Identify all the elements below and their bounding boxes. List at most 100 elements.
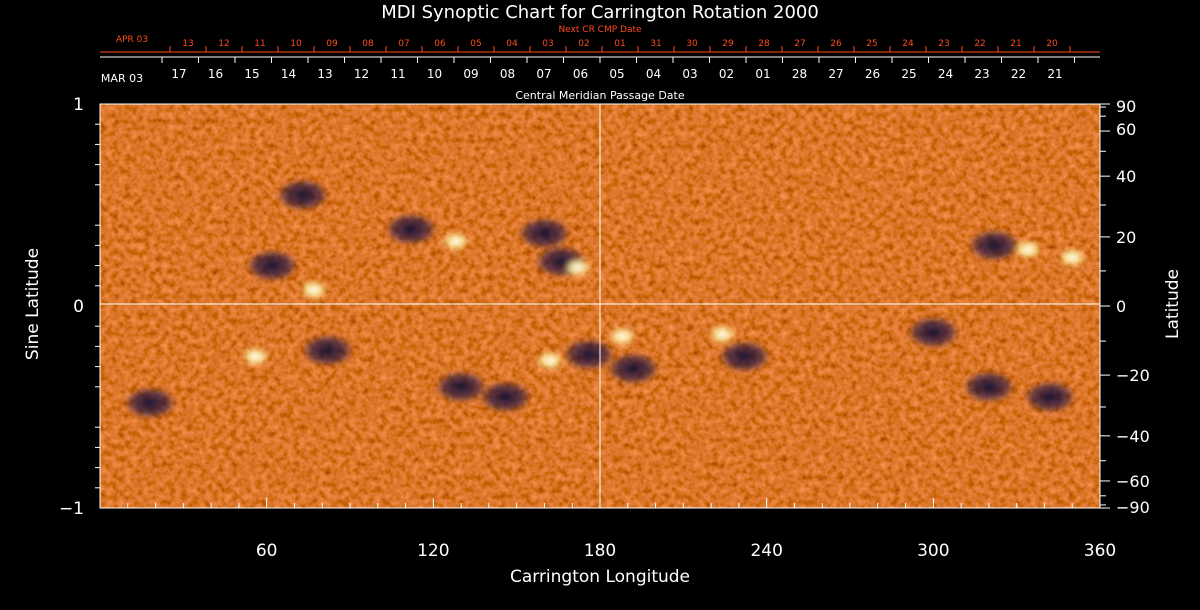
x-tick-label: 60 [256,541,278,561]
next-cr-date-label: 27 [794,39,805,49]
x-tick-label: 180 [584,541,616,561]
cmp-date-label: 02 [719,67,734,81]
x-tick-label: 300 [917,541,949,561]
next-cr-date-label: 20 [1046,39,1058,49]
y-axis-right-label: Latitude [1163,269,1183,339]
cmp-date-label: 15 [244,67,259,81]
cmp-date-label: 10 [427,67,442,81]
negative-polarity-region [124,386,176,419]
y-axis-left-label: Sine Latitude [23,248,43,360]
next-month-label: APR 03 [116,35,148,45]
y-right-tick-label: −60 [1116,472,1150,491]
y-right-tick-label: 60 [1116,120,1136,139]
y-right-tick-label: 20 [1116,228,1136,247]
next-cr-date-label: 10 [290,39,302,49]
y-right-tick-label: −90 [1116,498,1150,517]
x-tick-label: 360 [1084,541,1116,561]
y-right-tick-label: −20 [1116,366,1150,385]
positive-polarity-region [299,279,328,300]
x-tick-label: 240 [750,541,782,561]
next-cr-date-label: 21 [1010,39,1021,49]
negative-polarity-region [479,380,532,413]
cmp-date-label: 17 [171,67,186,81]
negative-polarity-region [607,352,660,385]
next-cr-date-label: 28 [758,39,770,49]
negative-polarity-region [385,213,438,246]
cmp-axis: MAR 03 17 16 15 14 13 12 11 10 09 08 07 06 05 04 03 02 0… [100,56,1100,102]
next-cr-date-label: 04 [506,39,518,49]
next-cr-date-label: 06 [434,39,446,49]
positive-polarity-region [536,350,564,371]
positive-polarity-region [563,257,592,278]
positive-polarity-region [241,346,270,367]
x-axis: 60 120 180 240 300 360 [127,498,1116,561]
next-cr-date-label: 12 [218,39,229,49]
synoptic-map [100,104,1100,508]
cmp-date-label: 22 [1011,67,1026,81]
negative-polarity-region [301,334,354,367]
negative-polarity-region [246,249,299,282]
x-axis-label: Carrington Longitude [510,567,690,587]
cmp-date-label: 04 [646,67,661,81]
cmp-date-label: 25 [901,67,916,81]
next-cr-date-label: 05 [470,39,481,49]
next-cr-date-label: 26 [830,39,842,49]
next-cr-date-label: 22 [974,39,985,49]
next-cr-date-label: 07 [398,39,409,49]
cmp-date-label: 11 [390,67,405,81]
negative-polarity-region [1024,380,1076,413]
cmp-date-label: 06 [573,67,588,81]
next-cr-date-label: 30 [686,39,698,49]
next-cr-date-label: 08 [362,39,374,49]
cmp-date-label: 01 [755,67,770,81]
next-cr-date-label: 03 [542,39,553,49]
cmp-date-label: 03 [682,67,697,81]
cmp-date-label: 27 [828,67,843,81]
negative-polarity-region [962,370,1015,403]
cmp-date-label: 12 [354,67,369,81]
y-right-tick-label: −40 [1116,427,1150,446]
cmp-date-label: 16 [208,67,223,81]
next-cr-date-label: 13 [182,39,193,49]
positive-polarity-region [1058,247,1087,268]
positive-polarity-region [608,326,637,347]
cmp-date-label: 23 [974,67,989,81]
y-left-tick-label: 0 [73,297,84,317]
cmp-date-label: 05 [609,67,624,81]
next-cr-date-label: 23 [938,39,949,49]
next-cr-date-label: 11 [254,39,265,49]
y-right-tick-label: 0 [1116,297,1126,316]
negative-polarity-region [435,370,488,403]
cmp-month-label: MAR 03 [101,72,143,85]
y-left-tick-label: 1 [73,95,84,115]
y-right-tick-label: 90 [1116,97,1136,116]
cmp-date-label: 09 [463,67,478,81]
positive-polarity-region [441,231,470,252]
next-cr-date-label: 09 [326,39,338,49]
y-axis-right: 90 60 40 20 0 −20 −40 −60 −90 [1100,97,1150,517]
cmp-date-label: 21 [1047,67,1062,81]
negative-polarity-region [907,316,960,349]
y-left-tick-label: −1 [59,499,84,519]
next-cr-date-label: 31 [650,39,661,49]
cmp-date-label: 26 [865,67,880,81]
cmp-date-label: 14 [281,67,296,81]
cmp-date-label: 24 [938,67,953,81]
cmp-axis-title: Central Meridian Passage Date [515,89,684,102]
negative-polarity-region [718,340,771,373]
y-right-tick-label: 40 [1116,167,1136,186]
next-cr-date-label: 29 [722,39,734,49]
next-cr-date-label: 01 [614,39,625,49]
negative-polarity-region [968,229,1021,262]
next-cr-label: Next CR CMP Date [558,25,642,35]
chart-title: MDI Synoptic Chart for Carrington Rotati… [381,2,819,23]
cmp-date-label: 13 [317,67,332,81]
next-cr-axis: Next CR CMP Date APR 03 13 12 11 10 09 08 07 06… [100,25,1100,53]
positive-polarity-region [708,324,737,345]
positive-polarity-region [1013,239,1042,260]
y-axis-left: 1 0 −1 [59,95,100,519]
negative-polarity-region [276,178,329,211]
next-cr-date-label: 25 [866,39,877,49]
negative-polarity-region [518,217,571,250]
